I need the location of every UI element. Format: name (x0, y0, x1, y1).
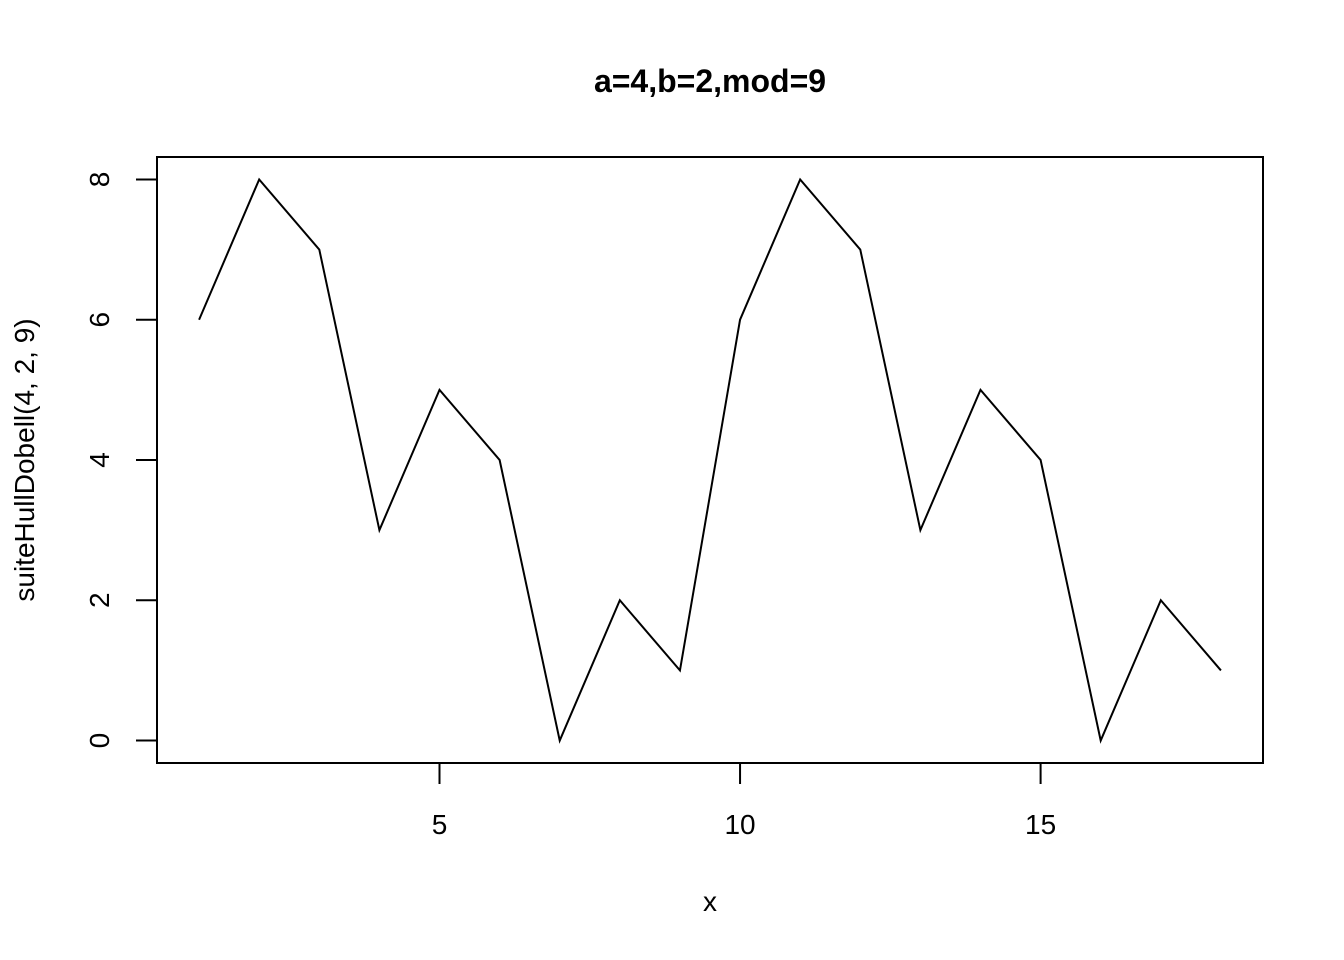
y-tick-label: 0 (84, 733, 115, 749)
x-axis: 5 10 15 (432, 762, 1056, 840)
series-line (198, 177, 1222, 744)
y-tick-label: 8 (84, 172, 115, 188)
plot-frame (156, 156, 1264, 764)
y-tick-label: 6 (84, 312, 115, 328)
x-tick-label: 15 (1025, 809, 1056, 840)
series-layer (198, 177, 1222, 744)
x-axis-label: x (703, 886, 717, 917)
x-tick-label: 10 (724, 809, 755, 840)
y-tick-label: 2 (84, 592, 115, 608)
chart-title: a=4,b=2,mod=9 (594, 63, 826, 99)
y-axis-label: suiteHullDobell(4, 2, 9) (9, 318, 40, 601)
y-axis: 0 2 4 6 8 (84, 172, 158, 749)
x-tick-label: 5 (432, 809, 448, 840)
y-tick-label: 4 (84, 452, 115, 468)
